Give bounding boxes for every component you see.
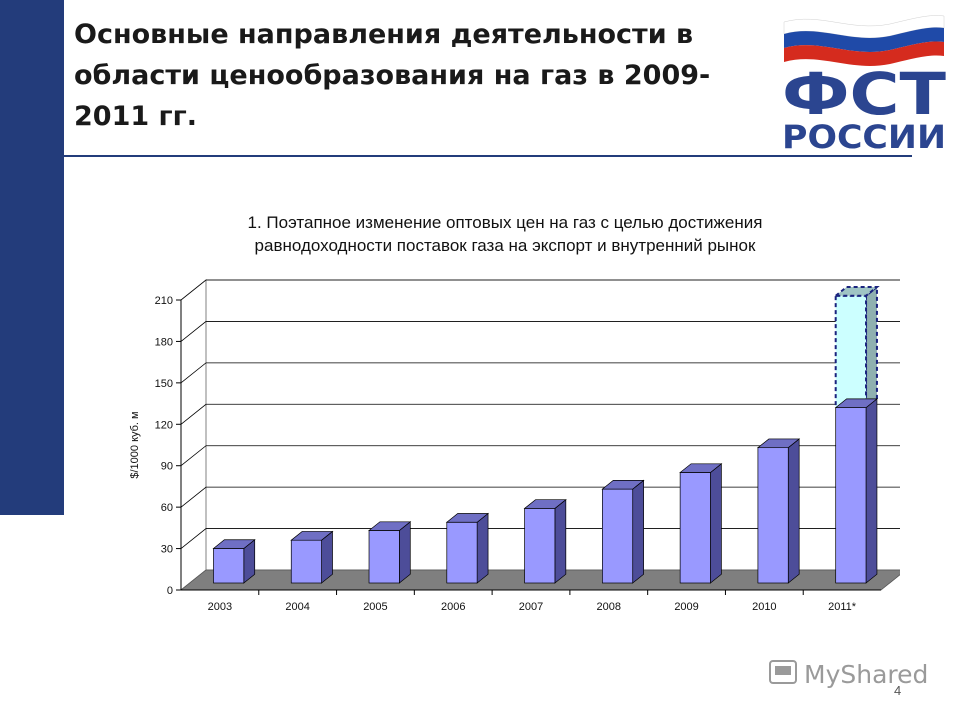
projected-bar-top <box>832 286 880 297</box>
gridline <box>180 362 900 384</box>
bar-top <box>445 513 490 523</box>
bar-side <box>399 521 411 584</box>
y-tick-label: 150 <box>155 378 173 390</box>
bar <box>602 488 634 584</box>
flag-blue-stripe <box>784 27 944 52</box>
bar <box>835 407 867 584</box>
gridline <box>180 403 900 425</box>
logo-rossii-text: РОССИИ <box>782 118 946 155</box>
bar-top <box>290 531 334 541</box>
x-tick-label: 2008 <box>597 601 621 613</box>
bar <box>368 530 400 584</box>
bar-top <box>756 438 801 449</box>
gridline <box>180 486 900 508</box>
watermark-text: MyShared <box>804 660 928 689</box>
price-chart: 1. Поэтапное изменение оптовых цен на га… <box>129 213 900 613</box>
y-axis-label: $/1000 куб. м <box>129 411 141 478</box>
x-tick-label: 2011* <box>828 601 857 613</box>
watermark-icon <box>769 660 797 684</box>
x-tick-label: 2007 <box>519 601 543 613</box>
gridline <box>180 528 900 549</box>
bar-side <box>476 512 489 584</box>
bar-side <box>554 498 567 584</box>
bar-side <box>710 463 722 584</box>
chart-title-line-2: равнодоходности поставок газа на экспорт… <box>255 236 756 255</box>
x-tick-label: 2004 <box>285 601 309 613</box>
bar-top <box>679 463 723 473</box>
myshared-watermark: MyShared <box>769 660 928 689</box>
bar-side <box>787 438 800 584</box>
x-tick-label: 2010 <box>752 601 776 613</box>
slide-title: Основные направления деятельности в обла… <box>74 19 711 132</box>
bar <box>757 447 789 584</box>
slide-number: 4 <box>894 683 902 698</box>
title-divider <box>64 155 912 157</box>
bar-top <box>212 539 256 549</box>
y-tick-label: 0 <box>167 585 173 597</box>
chart-side-wall <box>180 278 207 592</box>
bar <box>679 472 711 584</box>
bar-side <box>865 398 878 584</box>
y-tick-label: 90 <box>161 461 173 473</box>
bar <box>524 508 556 584</box>
flag-red-stripe <box>784 41 944 66</box>
bar-top <box>601 480 645 490</box>
bar <box>446 521 478 584</box>
x-tick-label: 2003 <box>208 601 232 613</box>
y-tick-label: 120 <box>155 419 173 431</box>
fst-logo: ФСТ РОССИИ <box>782 15 947 155</box>
y-tick-label: 180 <box>155 336 173 348</box>
bar-side <box>632 479 644 584</box>
x-tick-label: 2005 <box>363 601 387 613</box>
y-tick-label: 210 <box>155 295 173 307</box>
chart-title-line-1: 1. Поэтапное изменение оптовых цен на га… <box>248 213 763 232</box>
projected-bar-side <box>865 284 878 410</box>
projected-bar <box>834 294 868 409</box>
y-tick-label: 60 <box>161 502 173 514</box>
bar-top <box>368 521 412 531</box>
logo-fst-text: ФСТ <box>782 60 947 128</box>
y-tick-label: 30 <box>161 544 173 556</box>
bar <box>213 548 245 584</box>
x-tick-label: 2006 <box>441 601 465 613</box>
gridline <box>180 321 900 342</box>
bar-top <box>834 398 878 408</box>
bar <box>290 539 322 584</box>
gridline <box>180 445 900 467</box>
bar-top <box>523 499 567 509</box>
gridline <box>180 279 900 301</box>
x-tick-label: 2009 <box>674 601 698 613</box>
sidebar-accent <box>0 0 64 515</box>
